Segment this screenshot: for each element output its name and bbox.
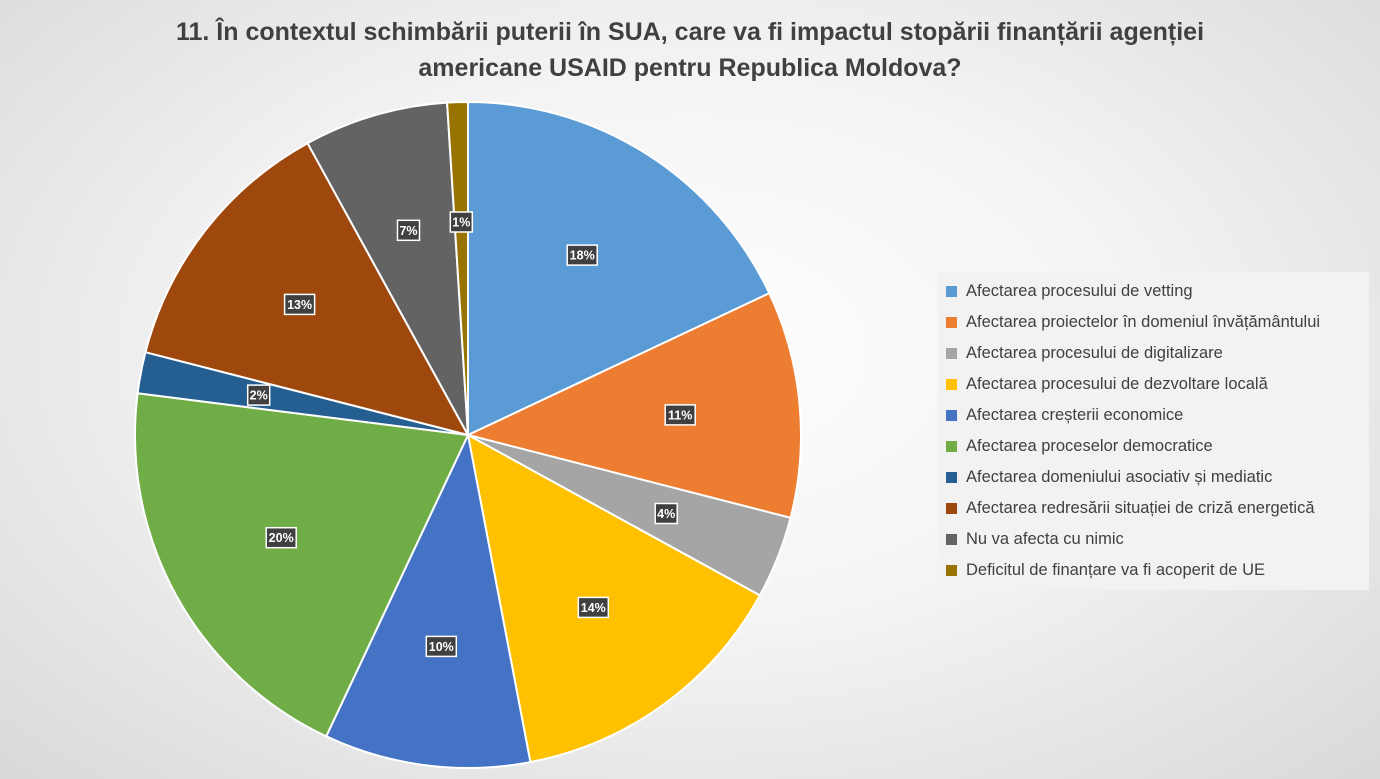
- data-label: 18%: [566, 244, 598, 266]
- data-label-text: 10%: [429, 640, 454, 654]
- legend-label: Afectarea procesului de vetting: [966, 282, 1193, 300]
- data-label-box: [283, 293, 316, 316]
- legend-item: Afectarea creșterii economice: [938, 400, 1369, 431]
- data-label-text: 7%: [399, 224, 417, 238]
- legend-item: Afectarea domeniului asociativ și mediat…: [938, 462, 1369, 493]
- legend-item: Afectarea redresării situației de criză …: [938, 493, 1369, 524]
- legend-item: Afectarea proiectelor în domeniul învăță…: [938, 307, 1369, 338]
- legend-swatch: [946, 379, 957, 390]
- chart-title: 11. În contextul schimbării puterii în S…: [0, 14, 1380, 86]
- data-label: 10%: [425, 635, 458, 658]
- data-label-box: [566, 244, 598, 266]
- data-label: 11%: [664, 404, 696, 426]
- data-label-text: 13%: [287, 298, 312, 312]
- data-label-text: 4%: [657, 507, 675, 521]
- data-label: 13%: [283, 293, 316, 316]
- data-label-box: [449, 211, 474, 233]
- pie-slice: [144, 141, 470, 437]
- data-label: 1%: [449, 211, 474, 233]
- pie-slice: [134, 392, 470, 738]
- data-label-text: 18%: [570, 249, 595, 263]
- pie-slice: [465, 291, 802, 520]
- legend-item: Deficitul de finanțare va fi acoperit de…: [938, 555, 1369, 586]
- data-label: 14%: [577, 596, 610, 619]
- data-label-box: [425, 635, 458, 658]
- legend-swatch: [946, 441, 957, 452]
- legend-item: Afectarea procesului de dezvoltare local…: [938, 369, 1369, 400]
- legend-label: Afectarea procesului de digitalizare: [966, 344, 1223, 362]
- chart-title-line-2: americane USAID pentru Republica Moldova…: [418, 54, 962, 82]
- legend-label: Deficitul de finanțare va fi acoperit de…: [966, 561, 1265, 579]
- pie-slice: [466, 433, 762, 764]
- data-label-text: 20%: [269, 531, 294, 545]
- legend-swatch: [946, 348, 957, 359]
- legend-label: Nu va afecta cu nimic: [966, 530, 1124, 548]
- chart-title-line-1: 11. În contextul schimbării puterii în S…: [175, 18, 1205, 46]
- data-label-text: 2%: [250, 389, 268, 403]
- data-label-text: 1%: [452, 216, 470, 230]
- legend-swatch: [946, 317, 957, 328]
- data-label: 2%: [246, 384, 271, 406]
- pie-chart: 18% 11% 4% 14% 10% 20% 2% 13% 7% 1%: [134, 100, 802, 769]
- pie-slice: [324, 431, 532, 769]
- legend-swatch: [946, 565, 957, 576]
- pie-slice: [467, 100, 771, 437]
- data-label-box: [246, 384, 271, 406]
- legend-label: Afectarea proiectelor în domeniul învăță…: [966, 313, 1321, 331]
- legend-item: Afectarea procesului de digitalizare: [938, 338, 1369, 369]
- data-label: 20%: [265, 526, 297, 549]
- legend-swatch: [946, 534, 957, 545]
- legend-item: Afectarea procesului de vetting: [938, 276, 1369, 307]
- legend-swatch: [946, 503, 957, 514]
- data-label-box: [664, 404, 696, 426]
- legend-label: Afectarea domeniului asociativ și mediat…: [966, 468, 1273, 486]
- data-label: 7%: [396, 219, 421, 242]
- legend-label: Afectarea redresării situației de criză …: [966, 499, 1315, 517]
- data-label-text: 14%: [581, 601, 606, 615]
- data-label-text: 11%: [668, 408, 692, 422]
- pie-slice: [306, 101, 469, 436]
- legend-label: Afectarea proceselor democratice: [966, 437, 1213, 455]
- data-label-box: [577, 596, 610, 619]
- legend-swatch: [946, 410, 957, 421]
- legend: Afectarea procesului de vetting Afectarea…: [938, 272, 1369, 590]
- data-label-box: [396, 219, 421, 242]
- data-label-box: [265, 526, 297, 549]
- pie-slice: [446, 100, 469, 436]
- legend-item: Afectarea proceselor democratice: [938, 431, 1369, 462]
- legend-swatch: [946, 472, 957, 483]
- data-label-box: [654, 502, 678, 525]
- legend-swatch: [946, 286, 957, 297]
- data-label: 4%: [654, 502, 678, 525]
- legend-item: Nu va afecta cu nimic: [938, 524, 1369, 555]
- legend-label: Afectarea procesului de dezvoltare local…: [966, 375, 1268, 393]
- legend-label: Afectarea creșterii economice: [966, 406, 1184, 424]
